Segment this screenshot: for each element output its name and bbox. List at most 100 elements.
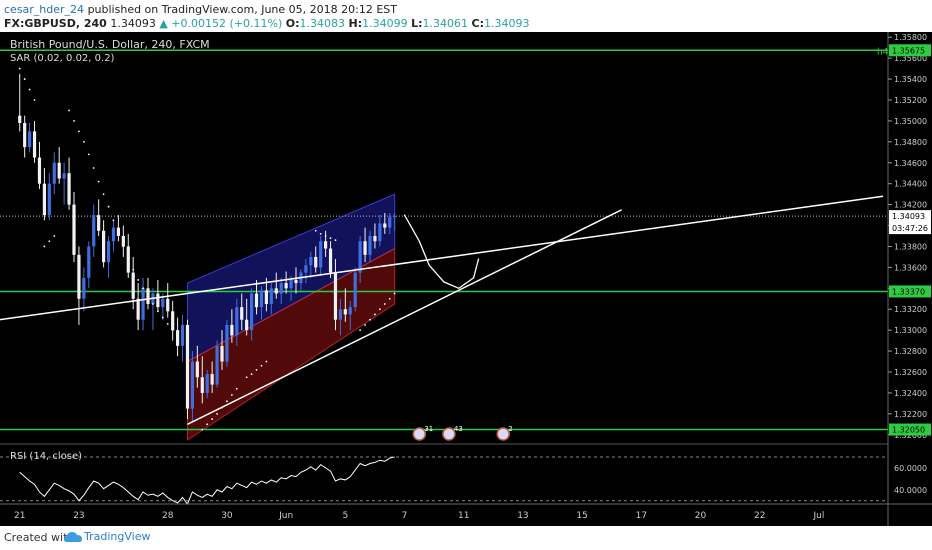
candle-body bbox=[52, 162, 56, 184]
sar-dot bbox=[73, 120, 75, 122]
sar-dot bbox=[78, 130, 80, 133]
candle-body bbox=[373, 236, 377, 242]
level-price-label: 1.35675 bbox=[892, 46, 925, 55]
event-count: 2 bbox=[508, 425, 512, 433]
candle-body bbox=[220, 345, 224, 362]
level-price-badge bbox=[889, 44, 931, 57]
sar-dot bbox=[235, 387, 238, 390]
sar-dot bbox=[102, 193, 105, 196]
chart-header: cesar_hder_24 published on TradingView.c… bbox=[0, 0, 932, 32]
created-with-text: Created with bbox=[4, 531, 75, 544]
sar-dot bbox=[107, 205, 110, 208]
candle-body bbox=[378, 223, 382, 242]
candle-body bbox=[230, 324, 234, 336]
sar-dot bbox=[48, 240, 51, 243]
candle-body bbox=[141, 288, 145, 320]
candle-body bbox=[77, 254, 81, 299]
y-tick-label: 1.32200 bbox=[894, 410, 927, 419]
candle-body bbox=[111, 227, 116, 242]
publish-line: cesar_hder_24 published on TradingView.c… bbox=[4, 3, 397, 16]
sar-indicator-label[interactable]: SAR (0.02, 0.02, 0.2) bbox=[10, 53, 115, 64]
sar-dot bbox=[112, 219, 115, 222]
sar-dot bbox=[68, 109, 70, 112]
y-tick-label: 1.35800 bbox=[894, 33, 927, 42]
rsi-line bbox=[19, 456, 395, 506]
y-tick-label: 1.34600 bbox=[894, 159, 927, 168]
candle-body bbox=[314, 256, 318, 268]
sar-dot bbox=[166, 322, 169, 325]
candle-body bbox=[18, 115, 22, 124]
candle-body bbox=[37, 157, 42, 184]
sar-dot bbox=[117, 233, 120, 235]
sar-dot bbox=[211, 418, 214, 420]
y-tick-label: 1.32600 bbox=[894, 368, 927, 377]
candle-body bbox=[284, 283, 288, 289]
candle-body bbox=[23, 123, 27, 148]
candle-body bbox=[102, 230, 106, 263]
price-axis-bg bbox=[888, 32, 932, 526]
candle-body bbox=[131, 272, 135, 299]
candle-body bbox=[383, 223, 387, 228]
candle-body bbox=[176, 330, 180, 346]
sar-dot bbox=[53, 235, 56, 237]
candle-body bbox=[304, 265, 308, 273]
candle-body bbox=[156, 293, 160, 308]
price-change: ▲ +0.00152 (+0.11%) bbox=[159, 17, 283, 30]
candle-body bbox=[388, 217, 392, 228]
candle-body bbox=[245, 319, 249, 331]
rsi-indicator-label[interactable]: RSI (14, close) bbox=[10, 451, 82, 462]
level-price-badge bbox=[889, 285, 931, 298]
sar-dot bbox=[201, 428, 204, 431]
candle-body bbox=[225, 324, 229, 362]
sar-dot bbox=[23, 78, 26, 80]
chart-area[interactable]: 31 43 2 h4 1.35800 1.35600 1.35400 1.35200 1.35… bbox=[0, 32, 932, 526]
y-tick-label: 1.34200 bbox=[894, 201, 927, 210]
candle-body bbox=[200, 377, 204, 393]
sar-dot bbox=[33, 99, 36, 101]
projection-sketch bbox=[403, 214, 480, 290]
candle-body bbox=[240, 307, 244, 320]
high-label: H: bbox=[348, 17, 363, 30]
candle-body bbox=[269, 288, 273, 304]
candle-body bbox=[72, 204, 76, 255]
candle-body bbox=[259, 290, 264, 308]
sar-dot bbox=[87, 153, 90, 156]
candle-body bbox=[67, 173, 71, 205]
sar-dot bbox=[245, 376, 248, 379]
last-price-badge bbox=[889, 210, 931, 235]
sar-dot bbox=[43, 245, 46, 248]
candle-body bbox=[274, 288, 278, 294]
sar-dot bbox=[378, 308, 381, 311]
x-tick-label: 20 bbox=[695, 511, 707, 521]
tradingview-link[interactable]: TradingView bbox=[64, 530, 150, 543]
low-value: 1.34061 bbox=[422, 17, 469, 30]
sar-dot bbox=[359, 329, 362, 332]
sar-dot bbox=[226, 400, 228, 403]
author-link[interactable]: cesar_hder_24 bbox=[4, 3, 85, 16]
x-tick-label: 30 bbox=[221, 511, 233, 521]
candle-body bbox=[116, 227, 120, 236]
candle-body bbox=[185, 324, 190, 409]
candle-body bbox=[57, 162, 61, 179]
sar-dot bbox=[314, 229, 317, 232]
ohlc-line: FX:GBPUSD, 240 1.34093 ▲ +0.00152 (+0.11… bbox=[4, 17, 530, 30]
sar-dot bbox=[137, 279, 140, 281]
tradingview-cloud-icon bbox=[64, 532, 82, 542]
candle-body bbox=[210, 374, 214, 385]
candle-body bbox=[171, 311, 175, 331]
x-tick-label: 13 bbox=[517, 511, 528, 521]
close-value: 1.34093 bbox=[484, 17, 530, 30]
candle-body bbox=[294, 279, 298, 284]
candle-body bbox=[42, 183, 46, 216]
y-tick-label: 1.35600 bbox=[894, 54, 927, 63]
x-tick-label: 15 bbox=[576, 511, 587, 521]
y-tick-label: 1.35200 bbox=[894, 96, 927, 105]
y-tick-label: 1.34400 bbox=[894, 180, 927, 189]
sar-dot bbox=[216, 412, 218, 415]
candle-body bbox=[353, 272, 357, 308]
x-tick-label: 22 bbox=[754, 511, 765, 521]
price-chart[interactable]: 31 43 2h4 1.358001.356001.354001.352001.35… bbox=[0, 32, 932, 526]
sar-dot bbox=[147, 295, 149, 298]
sar-dot bbox=[324, 235, 327, 237]
candle-body bbox=[32, 131, 37, 158]
